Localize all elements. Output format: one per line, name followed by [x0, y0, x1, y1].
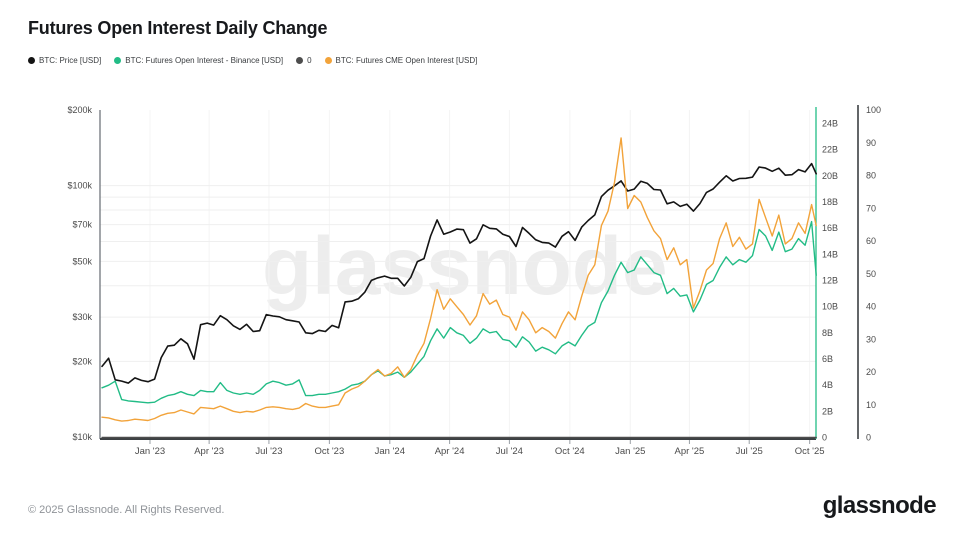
legend-item-0[interactable]: 0 [296, 56, 312, 65]
x-axis-label: Apr '25 [675, 446, 705, 457]
legend-item-btc-futures-cme-open-interest-usd[interactable]: BTC: Futures CME Open Interest [USD] [324, 56, 478, 65]
legend-dot [324, 57, 332, 64]
oi-axis-label: 18B [822, 197, 838, 207]
oi-axis-label: 22B [822, 145, 838, 155]
price-axis-label: $100k [67, 181, 92, 191]
percent-axis-label: 0 [866, 433, 871, 443]
series-line-btc-price-usd[interactable] [101, 162, 818, 384]
copyright-text: © 2025 Glassnode. All Rights Reserved. [28, 504, 225, 516]
x-axis-label: Jul '25 [736, 446, 763, 457]
legend-dot [28, 57, 35, 64]
series-line-btc-futures-cme-open-interest-usd[interactable] [101, 137, 817, 422]
x-axis-label: Jan '23 [135, 446, 165, 457]
price-axis-label: $10k [72, 432, 92, 442]
oi-axis-label: 8B [822, 328, 833, 338]
legend-label: BTC: Futures Open Interest - Binance [US… [125, 56, 284, 65]
chart-legend: BTC: Price [USD] BTC: Futures Open Intere… [28, 56, 477, 65]
x-axis-label: Oct '24 [555, 446, 585, 457]
legend-item-btc-price-usd[interactable]: BTC: Price [USD] [28, 56, 101, 65]
page-title: Futures Open Interest Daily Change [28, 18, 328, 38]
legend-dot [296, 57, 304, 64]
x-axis-label: Oct '25 [795, 446, 825, 457]
percent-axis-label: 70 [866, 203, 876, 213]
oi-axis-label: 4B [822, 380, 833, 390]
percent-axis-label: 90 [866, 138, 876, 148]
oi-axis-label: 20B [822, 171, 838, 181]
percent-axis-label: 80 [866, 171, 876, 181]
x-axis-label: Jul '23 [255, 446, 282, 457]
percent-axis-label: 40 [866, 302, 876, 312]
x-axis-label: Apr '23 [194, 446, 224, 457]
percent-axis-label: 10 [866, 400, 876, 410]
price-axis-label: $50k [72, 256, 92, 266]
percent-axis-label: 60 [866, 236, 876, 246]
price-axis-label: $30k [72, 312, 92, 322]
oi-axis-label: 14B [822, 249, 838, 259]
x-axis-label: Apr '24 [435, 446, 465, 457]
x-axis-label: Jan '24 [375, 446, 405, 457]
oi-axis-label: 10B [822, 302, 838, 312]
price-axis-label: $70k [72, 220, 92, 230]
percent-axis-label: 100 [866, 105, 881, 115]
legend-label: BTC: Futures CME Open Interest [USD] [335, 56, 478, 65]
oi-axis-label: 6B [822, 354, 833, 364]
x-axis-label: Jan '25 [615, 446, 645, 457]
price-axis-label: $20k [72, 356, 92, 366]
legend-item-btc-futures-open-interest-binance-usd[interactable]: BTC: Futures Open Interest - Binance [US… [114, 56, 283, 65]
legend-label: BTC: Price [USD] [39, 56, 102, 65]
oi-axis-label: 0 [822, 433, 827, 443]
oi-axis-label: 12B [822, 276, 838, 286]
legend-label: 0 [307, 56, 312, 65]
oi-axis-label: 16B [822, 223, 838, 233]
price-axis-label: $200k [67, 105, 92, 115]
percent-axis-label: 30 [866, 334, 876, 344]
percent-axis-label: 50 [866, 269, 876, 279]
oi-axis-label: 24B [822, 119, 838, 129]
series-line-btc-futures-open-interest-binance-usd[interactable] [101, 220, 817, 404]
glassnode-logo: glassnode [822, 492, 937, 519]
x-axis-label: Oct '23 [314, 446, 344, 457]
legend-dot [114, 57, 122, 64]
x-axis-label: Jul '24 [496, 446, 523, 457]
percent-axis-label: 20 [866, 367, 876, 377]
oi-axis-label: 2B [822, 406, 833, 416]
